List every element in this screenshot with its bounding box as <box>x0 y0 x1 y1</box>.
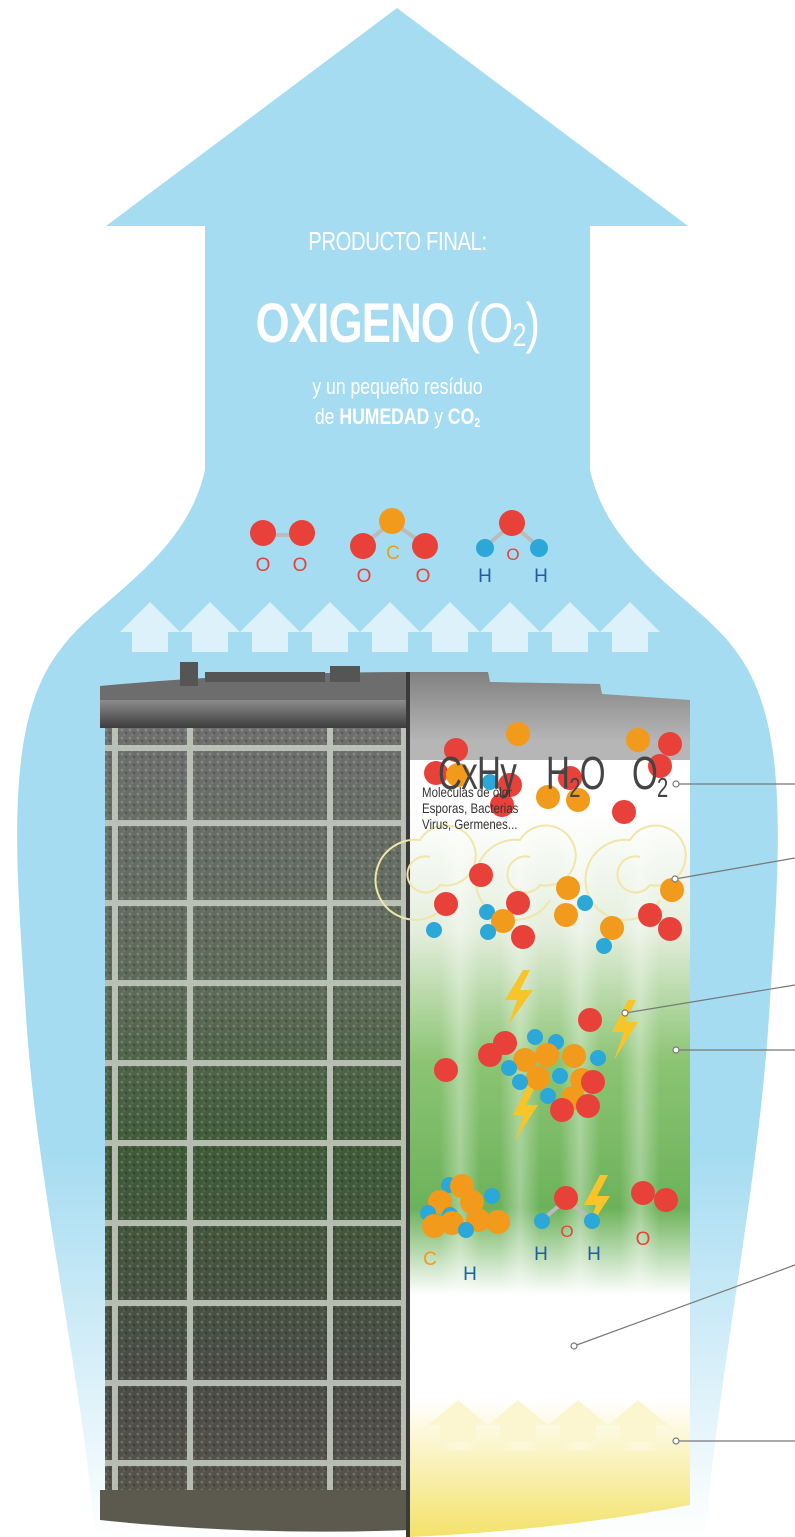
callout-lines <box>570 780 795 1445</box>
final-product-label: PRODUCTO FINAL: <box>308 226 487 256</box>
up-arrow-icon <box>488 1400 548 1442</box>
up-arrow-icon <box>608 1400 668 1442</box>
up-arrows-row <box>120 602 660 652</box>
molecule-h2o-top: H O H <box>476 510 548 587</box>
atom-label: O <box>293 555 308 576</box>
subtitle-mid: y <box>429 404 448 429</box>
lightning-icon <box>505 970 533 1025</box>
main-title: OXIGENO (O2) <box>87 290 707 355</box>
lightning-group <box>505 970 638 1232</box>
up-arrow-icon <box>420 602 480 652</box>
up-arrow-icon <box>120 602 180 652</box>
bottom-arrows-row <box>428 1400 668 1442</box>
up-arrow-icon <box>600 602 660 652</box>
atom-label: O <box>357 566 372 587</box>
formula-h2o: H2O <box>546 746 605 804</box>
molecule-o2-top: O O <box>250 520 315 576</box>
humidity-label: HUMEDAD <box>339 404 430 429</box>
up-arrow-icon <box>480 602 540 652</box>
formula-h2o-sub: 2 <box>569 772 580 803</box>
atom-label: H <box>463 1264 477 1285</box>
atom-label: O <box>560 1222 573 1241</box>
up-arrow-icon <box>240 602 300 652</box>
molecules-layer-1 <box>424 722 682 824</box>
formula-cxhy: CxHy <box>438 747 517 799</box>
molecule-co2-top: O C O <box>350 508 438 587</box>
up-arrow-icon <box>360 602 420 652</box>
atom-label: C <box>386 543 400 564</box>
main-title-word: OXIGENO <box>255 291 455 354</box>
formula-h2o-h: H <box>546 747 570 799</box>
up-arrow-icon <box>428 1400 488 1442</box>
atom-label: C <box>423 1249 437 1270</box>
formula-o2-sub: 2 <box>657 772 668 803</box>
main-title-formula-close: ) <box>525 291 541 354</box>
subtitle-prefix: de <box>314 404 340 429</box>
atom-label: H <box>478 566 492 587</box>
caption-line: Moleculas de olor <box>422 784 512 800</box>
co2-label: CO2 <box>447 404 481 430</box>
caption-line: Esporas, Bacterias <box>422 800 519 816</box>
filter-cutaway <box>406 672 690 1537</box>
lightning-icon <box>513 1085 538 1140</box>
atom-label: O <box>256 555 271 576</box>
formula-o2-o: O <box>632 747 658 799</box>
atom-label: O <box>636 1229 651 1250</box>
main-title-formula-open: (O <box>465 291 513 354</box>
formula-o2: O2 <box>632 746 668 804</box>
up-arrow-icon <box>180 602 240 652</box>
lightning-icon <box>584 1175 610 1232</box>
subtitle-line-2: de HUMEDAD y CO2 <box>80 404 716 430</box>
lightning-icon <box>612 1000 638 1060</box>
up-arrow-icon <box>300 602 360 652</box>
molecules-layer-2 <box>426 863 684 954</box>
co2-label-text: CO <box>447 404 475 429</box>
co2-label-sub: 2 <box>474 415 481 430</box>
molecules-bottom-row: C H H O H O <box>420 1174 678 1285</box>
cage-grid <box>105 728 410 1490</box>
atom-label: H <box>587 1244 601 1265</box>
atom-label: H <box>534 566 548 587</box>
main-title-formula-sub: 2 <box>512 317 526 353</box>
caption-line: Virus, Germenes... <box>422 816 518 832</box>
pollutant-caption: Moleculas de olor Esporas, Bacterias Vir… <box>422 784 561 832</box>
atom-label: O <box>506 545 519 564</box>
molecules-layer-3 <box>434 1008 606 1122</box>
subtitle-line: y un pequeño resíduo <box>312 374 483 399</box>
up-arrow-icon <box>540 602 600 652</box>
atom-label: H <box>534 1244 548 1265</box>
formula-h2o-o: O <box>579 747 606 799</box>
filter-cartridge <box>100 662 410 1532</box>
up-arrow-icon <box>548 1400 608 1442</box>
atom-label: O <box>416 566 431 587</box>
